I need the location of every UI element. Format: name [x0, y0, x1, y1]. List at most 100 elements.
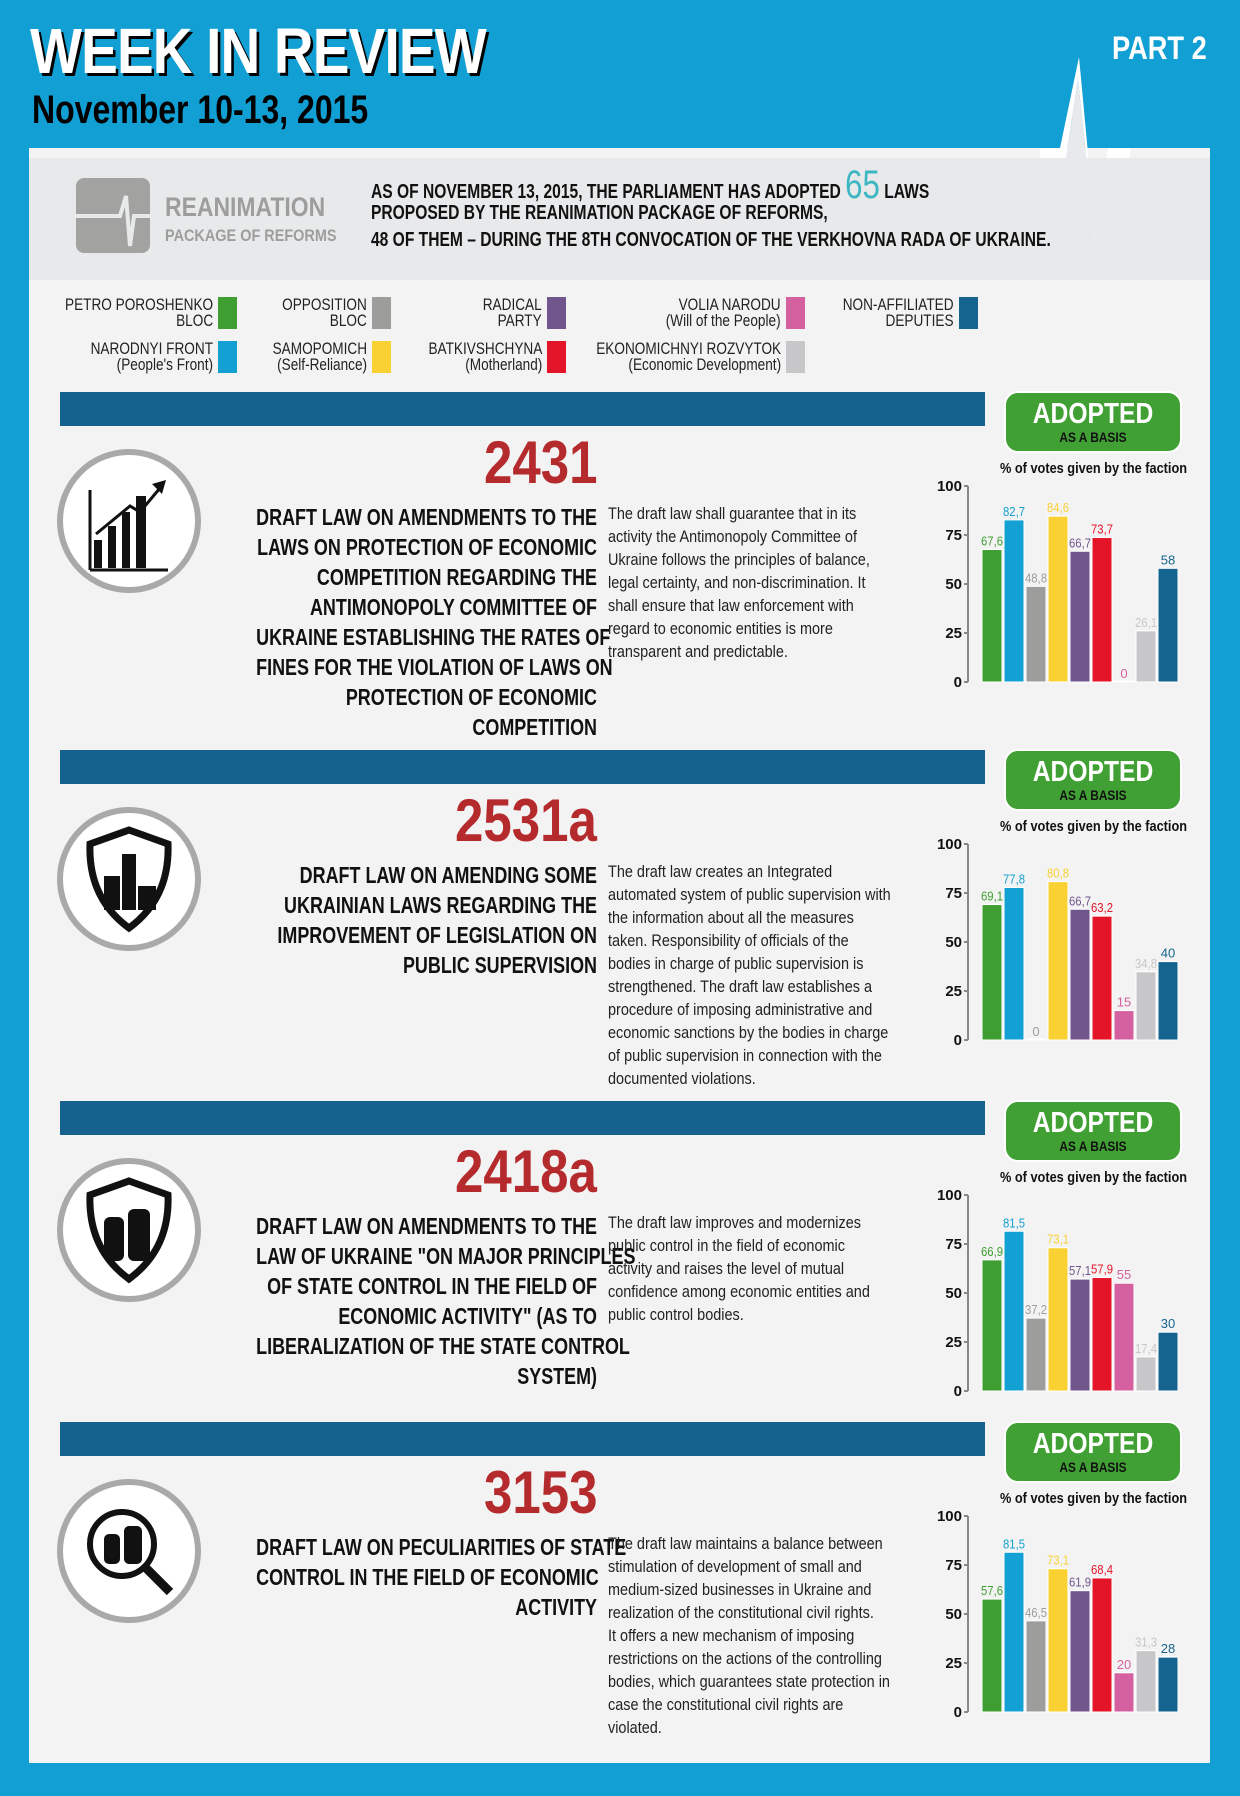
y-tick-label: 25 [945, 1334, 962, 1351]
bar [1113, 1282, 1135, 1392]
data-label: 61,9 [1069, 1575, 1091, 1590]
law-description-line: the information about all the measures [608, 908, 854, 927]
data-label: 73,7 [1091, 522, 1113, 537]
data-label: 81,5 [1003, 1536, 1025, 1551]
law-number: 2418a [455, 1138, 597, 1205]
legend-name: OPPOSITION [282, 295, 367, 314]
data-label: 84,6 [1047, 500, 1069, 515]
law-description-line: violated. [608, 1718, 662, 1737]
law-title-line: DRAFT LAW ON AMENDMENTS TO THE [256, 1213, 597, 1239]
data-label: 80,8 [1047, 866, 1069, 881]
data-label: 57,1 [1069, 1263, 1091, 1278]
law-title-line: ECONOMIC ACTIVITY" (AS TO [338, 1303, 597, 1329]
reanimation-logo [76, 178, 150, 253]
bar [1025, 1620, 1047, 1713]
status-badge: ADOPTED AS A BASIS [1004, 1100, 1182, 1162]
bar [1069, 908, 1091, 1041]
bar [1069, 1590, 1091, 1713]
intro-band [29, 158, 1210, 280]
data-label: 66,7 [1069, 535, 1091, 550]
law-description-line: regard to economic entities is more [608, 619, 833, 638]
data-label: 63,2 [1091, 900, 1113, 915]
status-label: ADOPTED [1032, 398, 1154, 430]
page-title: WEEK IN REVIEW [30, 15, 487, 87]
law-description-line: shall ensure that law enforcement with [608, 596, 854, 615]
law-description: The draft law shall guarantee that in it… [608, 502, 916, 663]
statement-line-1: AS OF NOVEMBER 13, 2015, THE PARLIAMENT … [371, 163, 929, 208]
legend-subname: PARTY [497, 311, 542, 330]
law-title-line: LAWS ON PROTECTION OF ECONOMIC [257, 534, 597, 560]
legend-swatch [547, 341, 566, 373]
data-label: 66,7 [1069, 893, 1091, 908]
status-sublabel: AS A BASIS [1059, 429, 1127, 445]
bar [1157, 961, 1179, 1041]
bar [1025, 585, 1047, 683]
bar [1091, 915, 1113, 1041]
bar [1135, 971, 1157, 1041]
bar [1047, 515, 1069, 683]
legend-label: EKONOMICHNYI ROZVYTOK (Economic Developme… [596, 339, 781, 373]
law-description-line: The draft law creates an Integrated [608, 862, 833, 881]
date-range: November 10-13, 2015 [32, 88, 369, 132]
law-description-line: legal certainty, and non-discrimination.… [608, 573, 866, 592]
section-header-bar [60, 1422, 985, 1456]
law-description-line: case the constitutional civil rights are [608, 1695, 844, 1714]
y-tick-label: 0 [954, 1032, 962, 1049]
legend-label: OPPOSITION BLOC [282, 295, 367, 329]
bar [1135, 1650, 1157, 1713]
law-description-line: restrictions on the actions of the contr… [608, 1649, 882, 1668]
statement-line-3: 48 OF THEM – DURING THE 8TH CONVOCATION … [371, 229, 1051, 251]
legend-swatch [786, 297, 805, 329]
law-title-line: DRAFT LAW ON AMENDING SOME [299, 862, 597, 888]
legend-label: SAMOPOMICH (Self-Reliance) [272, 339, 367, 373]
bar [1025, 1317, 1047, 1392]
y-tick-label: 25 [945, 625, 962, 642]
legend-name: RADICAL [483, 295, 542, 314]
data-label: 0 [1032, 1024, 1039, 1039]
legend-swatch [218, 341, 237, 373]
part-label: PART 2 [1112, 30, 1207, 66]
law-description-line: of public supervision in connection with… [608, 1046, 882, 1065]
data-label: 77,8 [1003, 872, 1025, 887]
status-badge: ADOPTED AS A BASIS [1004, 749, 1182, 811]
logo-subtitle: PACKAGE OF REFORMS [165, 226, 337, 245]
data-label: 17,4 [1135, 1341, 1157, 1356]
legend-name: EKONOMICHNYI ROZVYTOK [596, 339, 781, 358]
law-description-line: documented violations. [608, 1069, 756, 1088]
bar [981, 1259, 1003, 1392]
statement-text: LAWS [884, 181, 930, 203]
bar [1003, 887, 1025, 1041]
bar [1069, 1278, 1091, 1392]
law-title-line: COMPETITION [472, 714, 597, 740]
law-description-line: procedure of imposing administrative and [608, 1000, 873, 1019]
law-description-line: confidence among economic entities and [608, 1282, 870, 1301]
law-description-line: public control bodies. [608, 1305, 744, 1324]
bar [1069, 550, 1091, 683]
legend-label: VOLIA NARODU (Will of the People) [666, 296, 781, 329]
law-description-line: public control in the field of economic [608, 1236, 845, 1255]
legend-label: PETRO POROSHENKO BLOC [65, 296, 213, 329]
data-label: 82,7 [1003, 504, 1025, 519]
magnifier-silo-icon [57, 1479, 201, 1623]
law-title: DRAFT LAW ON AMENDMENTS TO THE LAWS ON PR… [160, 502, 612, 742]
law-description-line: activity the Antimonopoly Committee of [608, 527, 857, 546]
law-title-line: LAW OF UKRAINE "ON MAJOR PRINCIPLES [256, 1243, 636, 1269]
status-badge: ADOPTED AS A BASIS [1004, 1421, 1182, 1483]
data-label: 26,1 [1135, 615, 1157, 630]
law-description-line: automated system of public supervision w… [608, 885, 891, 904]
y-tick-label: 25 [945, 1655, 962, 1672]
data-label: 68,4 [1091, 1562, 1113, 1577]
bar [1157, 1656, 1179, 1713]
y-tick-label: 100 [937, 478, 962, 495]
chart-title: % of votes given by the faction [999, 818, 1187, 835]
data-label: 57,6 [981, 1583, 1003, 1598]
law-description-line: stimulation of development of small and [608, 1557, 862, 1576]
logo-title: REANIMATION [165, 192, 326, 222]
data-label: 57,9 [1091, 1262, 1113, 1277]
law-count: 65 [845, 163, 880, 207]
legend-name: SAMOPOMICH [272, 339, 367, 358]
law-title-line: IMPROVEMENT OF LEGISLATION ON [277, 922, 597, 948]
data-label: 66,9 [981, 1244, 1003, 1259]
vote-chart: 0 25 50 75 100 66,981,5 37,2 73,1 57,1 57,9 55 17,4… [937, 1187, 1179, 1400]
y-tick-label: 75 [945, 1236, 962, 1253]
